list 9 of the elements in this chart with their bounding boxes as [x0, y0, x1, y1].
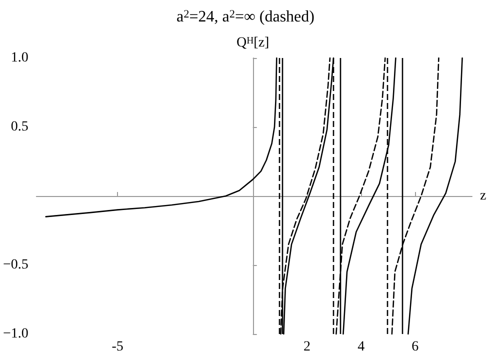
y-tick-label: −0.5: [2, 258, 28, 272]
x-tick-label: 2: [303, 340, 310, 354]
x-tick-label: -5: [112, 340, 124, 354]
y-tick-label: 1.0: [10, 50, 28, 66]
x-tick-label: 4: [358, 340, 365, 354]
y-tick-label: 0.5: [10, 120, 28, 134]
x-axis-title: z: [480, 188, 486, 204]
y-tick-label: −1.0: [2, 326, 28, 342]
x-tick-label: 6: [412, 340, 419, 354]
